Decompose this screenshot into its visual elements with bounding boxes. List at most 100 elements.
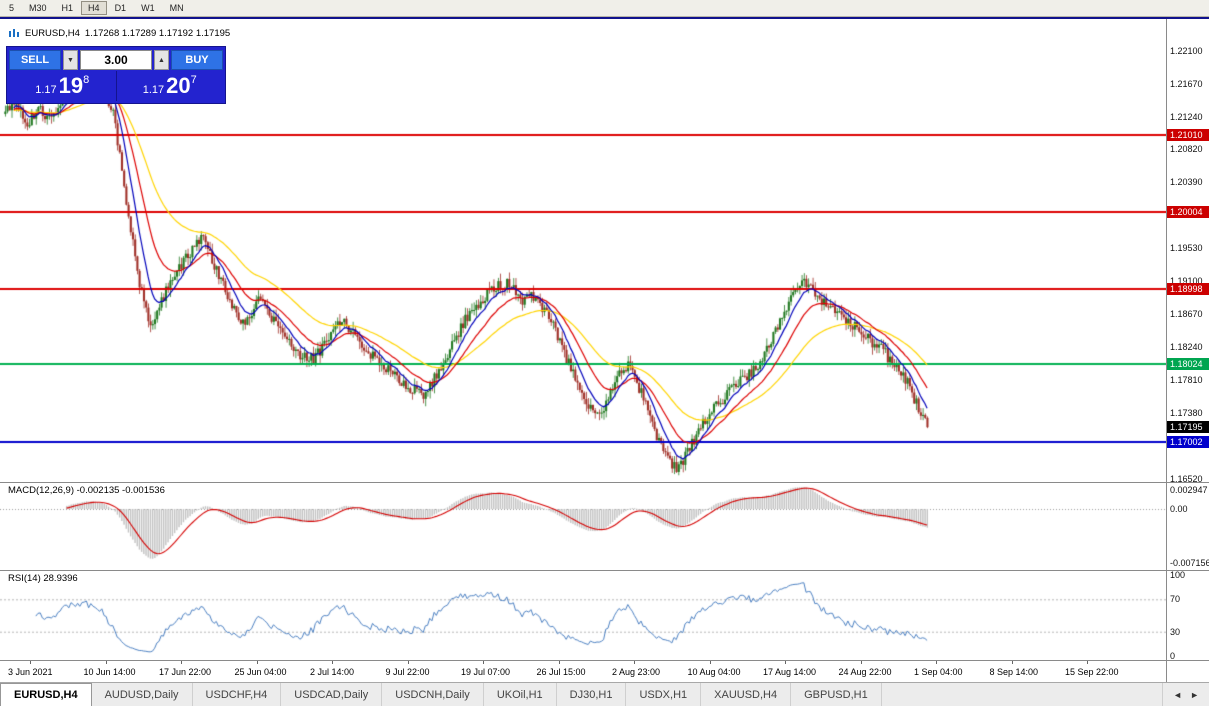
timeframe-button-m30[interactable]: M30 xyxy=(22,1,54,15)
buy-price-sup: 7 xyxy=(190,74,197,86)
tab-dj30-h1[interactable]: DJ30,H1 xyxy=(557,683,627,706)
time-axis-label: 17 Jun 22:00 xyxy=(159,667,212,677)
price-axis-label: 1.18240 xyxy=(1170,342,1203,353)
time-axis-tick xyxy=(860,661,862,664)
tab-audusd-daily[interactable]: AUDUSD,Daily xyxy=(92,683,193,706)
time-axis-label: 10 Jun 14:00 xyxy=(83,667,136,677)
chart-ohlc-values: 1.17268 1.17289 1.17192 1.17195 xyxy=(84,28,231,39)
price-axis-label: 1.21670 xyxy=(1170,79,1203,90)
time-axis-label: 19 Jul 07:00 xyxy=(461,667,511,677)
price-badge: 1.21010 xyxy=(1167,128,1209,141)
price-axis-label: 1.17810 xyxy=(1170,375,1203,386)
rsi-axis-label: 30 xyxy=(1170,627,1181,637)
macd-canvas[interactable] xyxy=(0,483,1166,570)
time-axis-label: 15 Sep 22:00 xyxy=(1065,667,1119,677)
buy-price-display[interactable]: 1.17 20 7 xyxy=(117,71,224,101)
chart-symbol-label: EURUSD,H4 xyxy=(25,28,80,39)
timeframe-button-mn[interactable]: MN xyxy=(163,1,191,15)
sell-price-display[interactable]: 1.17 19 8 xyxy=(9,71,117,101)
price-axis-label: 1.19530 xyxy=(1170,243,1203,254)
price-axis-label: 1.20820 xyxy=(1170,144,1203,155)
chart-window: EURUSD,H4 1.17268 1.17289 1.17192 1.1719… xyxy=(0,17,1209,684)
time-axis-tick xyxy=(709,661,711,664)
tab-eurusd-h4[interactable]: EURUSD,H4 xyxy=(0,683,92,706)
rsi-axis-label: 70 xyxy=(1170,594,1181,604)
chart-tab-bar: EURUSD,H4 AUDUSD,Daily USDCHF,H4 USDCAD,Dai… xyxy=(0,682,1209,706)
tab-usdx-h1[interactable]: USDX,H1 xyxy=(626,683,702,706)
chart-title: EURUSD,H4 1.17268 1.17289 1.17192 1.1719… xyxy=(8,28,230,39)
price-badge: 1.18998 xyxy=(1167,282,1209,295)
tab-usdcnh-daily[interactable]: USDCNH,Daily xyxy=(382,683,484,706)
rsi-axis-label: 100 xyxy=(1170,570,1186,580)
time-axis-tick xyxy=(332,661,333,664)
time-axis[interactable]: 3 Jun 2021 10 Jun 14:00 17 Jun 22:00 25 Jun… xyxy=(0,660,1166,684)
axis-separator xyxy=(1167,660,1209,661)
one-click-trading-panel: SELL ▼ ▲ BUY 1.17 19 8 1.17 20 7 xyxy=(6,46,226,104)
price-axis-label: 1.16520 xyxy=(1170,473,1203,484)
time-axis-tick xyxy=(1011,661,1013,664)
timeframe-button-5[interactable]: 5 xyxy=(2,1,21,15)
tab-list: EURUSD,H4 AUDUSD,Daily USDCHF,H4 USDCAD,Dai… xyxy=(0,683,882,706)
sell-price-sup: 8 xyxy=(83,74,90,86)
price-axis-label: 1.17380 xyxy=(1170,408,1203,418)
time-axis-tick xyxy=(181,661,182,664)
lot-size-input[interactable] xyxy=(80,50,152,70)
time-axis-tick xyxy=(407,661,409,664)
time-axis-tick xyxy=(256,661,258,664)
time-axis-tick xyxy=(483,661,484,664)
price-axis-label: 1.22100 xyxy=(1170,46,1203,57)
price-badge: 1.20004 xyxy=(1167,205,1209,218)
chart-icon xyxy=(9,29,19,37)
axis-separator xyxy=(1167,570,1209,571)
price-axis-label: 1.19100 xyxy=(1170,276,1203,287)
time-axis-tick xyxy=(105,661,107,664)
time-axis-tick xyxy=(558,661,560,664)
time-axis-label: 8 Sep 14:00 xyxy=(989,667,1039,677)
tab-usdcad-daily[interactable]: USDCAD,Daily xyxy=(281,683,383,706)
macd-axis-label: -0.007156 xyxy=(1170,558,1209,568)
tab-gbpusd-h1[interactable]: GBPUSD,H1 xyxy=(791,683,882,706)
time-axis-label: 24 Aug 22:00 xyxy=(838,667,892,677)
time-axis-label: 1 Sep 04:00 xyxy=(914,667,963,677)
time-axis-label: 3 Jun 2021 xyxy=(8,667,53,677)
panel-separator[interactable] xyxy=(0,482,1166,483)
time-axis-label: 9 Jul 22:00 xyxy=(385,667,430,677)
time-axis-label: 17 Aug 14:00 xyxy=(763,667,817,677)
tab-scroll-arrows: ◄ ► xyxy=(1162,683,1209,706)
macd-axis-label: 0.002947 xyxy=(1170,485,1208,495)
price-axis-label: 1.20390 xyxy=(1170,177,1203,188)
timeframe-button-w1[interactable]: W1 xyxy=(134,1,162,15)
rsi-label: RSI(14) 28.9396 xyxy=(8,573,78,584)
rsi-canvas[interactable] xyxy=(0,571,1166,660)
buy-price-base: 1.17 xyxy=(142,84,165,96)
tab-ukoil-h1[interactable]: UKOil,H1 xyxy=(484,683,557,706)
lot-increase-button[interactable]: ▲ xyxy=(154,50,169,70)
buy-price-big: 20 xyxy=(166,73,191,98)
price-badge: 1.17002 xyxy=(1167,435,1209,448)
time-axis-label: 26 Jul 15:00 xyxy=(536,667,586,677)
panel-separator[interactable] xyxy=(0,570,1166,571)
time-axis-tick xyxy=(1087,661,1088,664)
macd-axis-label: 0.00 xyxy=(1170,504,1188,514)
time-axis-tick xyxy=(634,661,635,664)
tab-scroll-right-button[interactable]: ► xyxy=(1190,689,1199,700)
timeframe-button-h4[interactable]: H4 xyxy=(81,1,107,15)
macd-label: MACD(12,26,9) -0.002135 -0.001536 xyxy=(8,485,165,496)
time-axis-label: 2 Aug 23:00 xyxy=(612,667,661,677)
time-axis-tick xyxy=(30,661,31,664)
price-axis[interactable]: 1.22100 1.21670 1.21240 1.20820 1.20390 1.195… xyxy=(1166,19,1209,684)
sell-price-base: 1.17 xyxy=(35,84,57,96)
tab-usdchf-h4[interactable]: USDCHF,H4 xyxy=(193,683,282,706)
price-badge: 1.18024 xyxy=(1167,357,1209,370)
time-axis-label: 25 Jun 04:00 xyxy=(234,667,287,677)
tab-xauusd-h4[interactable]: XAUUSD,H4 xyxy=(701,683,792,706)
buy-button[interactable]: BUY xyxy=(171,50,223,70)
time-axis-label: 10 Aug 04:00 xyxy=(687,667,741,677)
tab-scroll-left-button[interactable]: ◄ xyxy=(1173,689,1183,700)
price-axis-label: 1.18670 xyxy=(1170,309,1203,320)
lot-decrease-button[interactable]: ▼ xyxy=(63,50,78,70)
timeframe-button-d1[interactable]: D1 xyxy=(108,1,134,15)
timeframe-button-h1[interactable]: H1 xyxy=(55,1,81,15)
sell-button[interactable]: SELL xyxy=(9,50,61,70)
time-axis-tick xyxy=(936,661,937,664)
